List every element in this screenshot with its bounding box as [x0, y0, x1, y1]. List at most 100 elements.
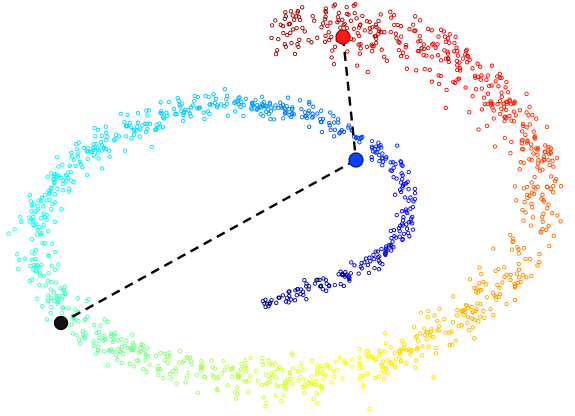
scatter-point	[310, 13, 315, 19]
scatter-point	[288, 376, 293, 381]
scatter-point	[297, 37, 302, 42]
scatter-point	[484, 77, 489, 82]
scatter-point	[410, 227, 416, 232]
scatter-point	[433, 45, 438, 50]
scatter-point	[58, 175, 63, 180]
scatter-point	[424, 337, 429, 342]
scatter-point	[506, 90, 511, 95]
scatter-point	[378, 12, 383, 17]
scatter-point	[22, 256, 28, 261]
scatter-point	[33, 247, 39, 253]
scatter-point	[504, 272, 509, 277]
scatter-point	[276, 295, 281, 300]
scatter-point	[271, 117, 277, 122]
scatter-point	[323, 14, 328, 19]
scatter-point	[347, 278, 352, 283]
scatter-point	[153, 126, 158, 132]
scatter-point	[323, 33, 328, 38]
scatter-point	[411, 199, 416, 204]
scatter-point	[215, 388, 220, 393]
scatter-point	[535, 263, 540, 268]
scatter-point	[414, 347, 420, 352]
scatter-point	[491, 116, 496, 121]
scatter-point	[332, 127, 338, 132]
scatter-point	[59, 310, 65, 316]
scatter-point	[355, 135, 361, 140]
scatter-point	[394, 212, 399, 218]
scatter-point	[356, 42, 361, 47]
scatter-point	[300, 5, 305, 10]
scatter-point	[257, 104, 263, 109]
scatter-point	[53, 280, 59, 285]
scatter-point	[356, 366, 362, 371]
scatter-point	[282, 42, 287, 47]
scatter-point	[551, 183, 556, 189]
scatter-point	[389, 15, 394, 20]
scatter-point	[360, 373, 366, 378]
scatter-point	[47, 254, 52, 259]
scatter-point	[131, 364, 136, 369]
scatter-point	[243, 96, 248, 101]
scatter-point	[358, 46, 363, 51]
scatter-point	[91, 146, 96, 151]
scatter-point	[470, 66, 475, 71]
scatter-point	[401, 347, 406, 352]
scatter-point	[475, 74, 481, 79]
scatter-point	[422, 46, 427, 52]
scatter-point	[310, 381, 315, 386]
scatter-point	[269, 35, 274, 41]
scatter-point	[472, 285, 477, 291]
scatter-point	[425, 26, 431, 31]
scatter-point	[157, 125, 162, 130]
scatter-point	[302, 110, 308, 115]
scatter-point	[35, 296, 40, 301]
scatter-point	[504, 79, 509, 85]
scatter-point	[436, 81, 442, 87]
scatter-point	[529, 146, 534, 151]
scatter-point	[129, 125, 134, 130]
scatter-point	[376, 267, 382, 272]
scatter-point	[12, 227, 17, 232]
scatter-point	[236, 373, 242, 378]
scatter-point	[392, 192, 398, 197]
scatter-point	[167, 372, 173, 377]
scatter-point	[319, 119, 324, 125]
scatter-point	[469, 304, 474, 310]
scatter-point	[199, 368, 204, 373]
scatter-point	[290, 111, 295, 116]
scatter-point	[465, 314, 471, 319]
scatter-point	[464, 60, 470, 65]
scatter-point	[406, 187, 411, 192]
scatter-point	[547, 243, 552, 249]
scatter-point	[286, 107, 292, 112]
scatter-point	[429, 79, 435, 84]
scatter-point	[384, 58, 390, 63]
scatter-point	[493, 268, 498, 274]
scatter-point	[15, 252, 20, 257]
scatter-point	[388, 9, 393, 14]
scatter-point	[484, 282, 489, 287]
scatter-point	[535, 152, 540, 157]
scatter-point	[533, 186, 538, 191]
scatter-point	[511, 101, 516, 106]
scatter-point	[75, 154, 81, 159]
scatter-point	[37, 282, 42, 288]
scatter-point	[359, 260, 364, 266]
scatter-point	[323, 277, 329, 283]
scatter-point	[331, 61, 337, 67]
scatter-point	[551, 164, 556, 169]
scatter-point	[532, 174, 537, 180]
scatter-point	[127, 120, 132, 126]
scatter-point	[518, 279, 523, 285]
scatter-point	[365, 371, 370, 376]
scatter-point	[251, 103, 256, 108]
scatter-point	[91, 343, 96, 348]
scatter-point	[144, 121, 149, 127]
scatter-point	[291, 17, 297, 22]
scatter-point	[373, 22, 379, 27]
scatter-point	[400, 185, 405, 190]
scatter-point	[516, 261, 521, 267]
scatter-point	[488, 307, 493, 312]
scatter-point	[294, 25, 299, 31]
scatter-point	[336, 272, 341, 277]
